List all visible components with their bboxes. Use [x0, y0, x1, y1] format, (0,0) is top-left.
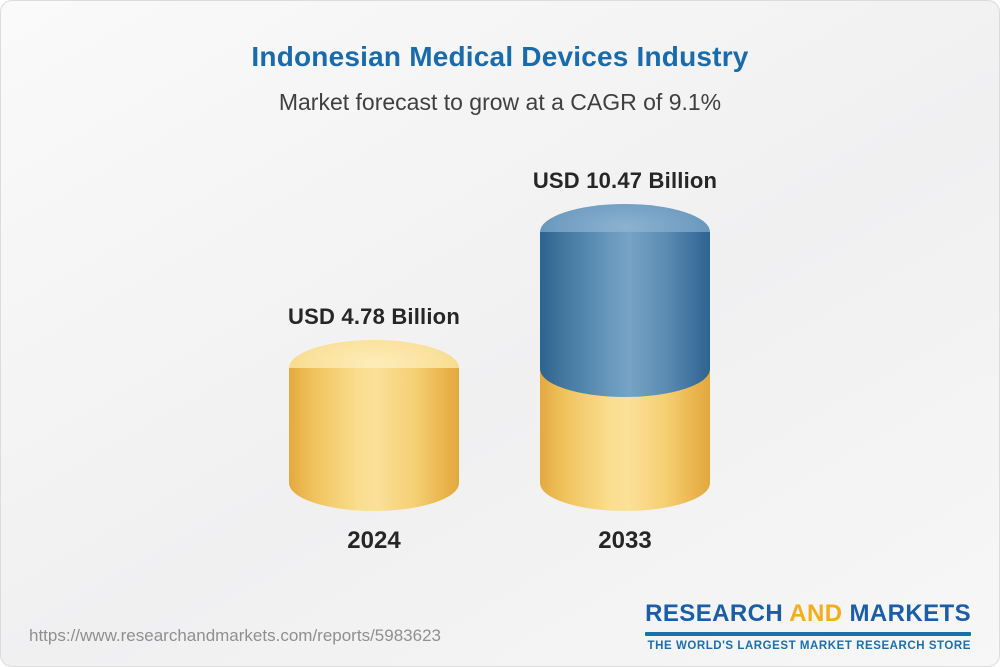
- report-url: https://www.researchandmarkets.com/repor…: [29, 626, 441, 645]
- bar-2024: [289, 340, 459, 511]
- logo-underline-bar: [645, 632, 971, 636]
- header: Indonesian Medical Devices Industry Mark…: [1, 41, 999, 116]
- logo-word-research: RESEARCH: [645, 600, 784, 627]
- page-title: Indonesian Medical Devices Industry: [251, 41, 749, 72]
- x-axis-label-2033: 2033: [598, 527, 652, 554]
- logo-word-and: AND: [789, 600, 843, 627]
- value-label-2033: USD 10.47 Billion: [532, 168, 718, 193]
- page-subtitle: Market forecast to grow at a CAGR of 9.1…: [278, 89, 722, 115]
- bar-2033-growth-body: [540, 232, 710, 397]
- bar-2024-body: [289, 368, 459, 511]
- logo-tagline: THE WORLD'S LARGEST MARKET RESEARCH STOR…: [647, 640, 971, 652]
- value-label-2024: USD 4.78 Billion: [288, 304, 460, 329]
- logo-wordmark: RESEARCH AND MARKETS: [645, 600, 971, 628]
- bar-2033: [540, 204, 710, 511]
- x-axis-label-2024: 2024: [347, 527, 401, 554]
- research-and-markets-logo: RESEARCH AND MARKETS THE WORLD'S LARGEST…: [645, 600, 971, 652]
- logo-word-markets: MARKETS: [849, 600, 971, 627]
- bar-2033-growth-segment: [540, 204, 710, 397]
